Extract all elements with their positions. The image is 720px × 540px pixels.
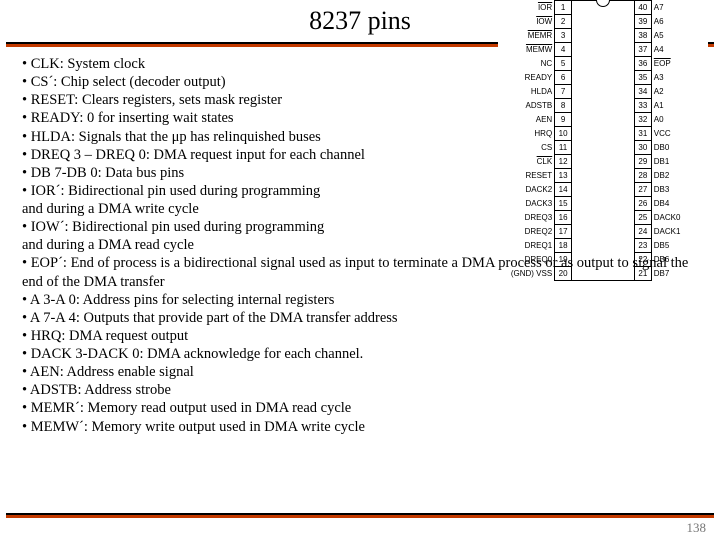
- continuation-2: and during a DMA read cycle: [22, 236, 704, 254]
- list-item: AEN: Address enable signal: [22, 363, 704, 381]
- list-item: CLK: System clock: [22, 55, 704, 73]
- list-item: A 3-A 0: Address pins for selecting inte…: [22, 291, 704, 309]
- bullet-list-2: EOP´: End of process is a bidirectional …: [22, 254, 704, 435]
- list-item: IOW´: Bidirectional pin used during prog…: [22, 218, 704, 236]
- list-item: HRQ: DMA request output: [22, 327, 704, 345]
- list-item: ADSTB: Address strobe: [22, 381, 704, 399]
- continuation-1: and during a DMA write cycle: [22, 200, 704, 218]
- content-area: CLK: System clockCS´: Chip select (decod…: [0, 47, 720, 436]
- list-item: IOR´: Bidirectional pin used during prog…: [22, 182, 704, 200]
- list-item: DREQ 3 – DREQ 0: DMA request input for e…: [22, 146, 704, 164]
- bottom-rule: [6, 513, 714, 518]
- list-item: EOP´: End of process is a bidirectional …: [22, 254, 704, 290]
- list-item: MEMR´: Memory read output used in DMA re…: [22, 399, 704, 417]
- bullet-list-1: CLK: System clockCS´: Chip select (decod…: [22, 55, 704, 200]
- page-number: 138: [687, 520, 707, 536]
- list-item: A 7-A 4: Outputs that provide part of th…: [22, 309, 704, 327]
- list-item: DB 7-DB 0: Data bus pins: [22, 164, 704, 182]
- bullet-iow: IOW´: Bidirectional pin used during prog…: [22, 218, 704, 236]
- list-item: READY: 0 for inserting wait states: [22, 109, 704, 127]
- list-item: MEMW´: Memory write output used in DMA w…: [22, 418, 704, 436]
- list-item: RESET: Clears registers, sets mask regis…: [22, 91, 704, 109]
- list-item: DACK 3-DACK 0: DMA acknowledge for each …: [22, 345, 704, 363]
- list-item: CS´: Chip select (decoder output): [22, 73, 704, 91]
- list-item: HLDA: Signals that the μp has relinquish…: [22, 128, 704, 146]
